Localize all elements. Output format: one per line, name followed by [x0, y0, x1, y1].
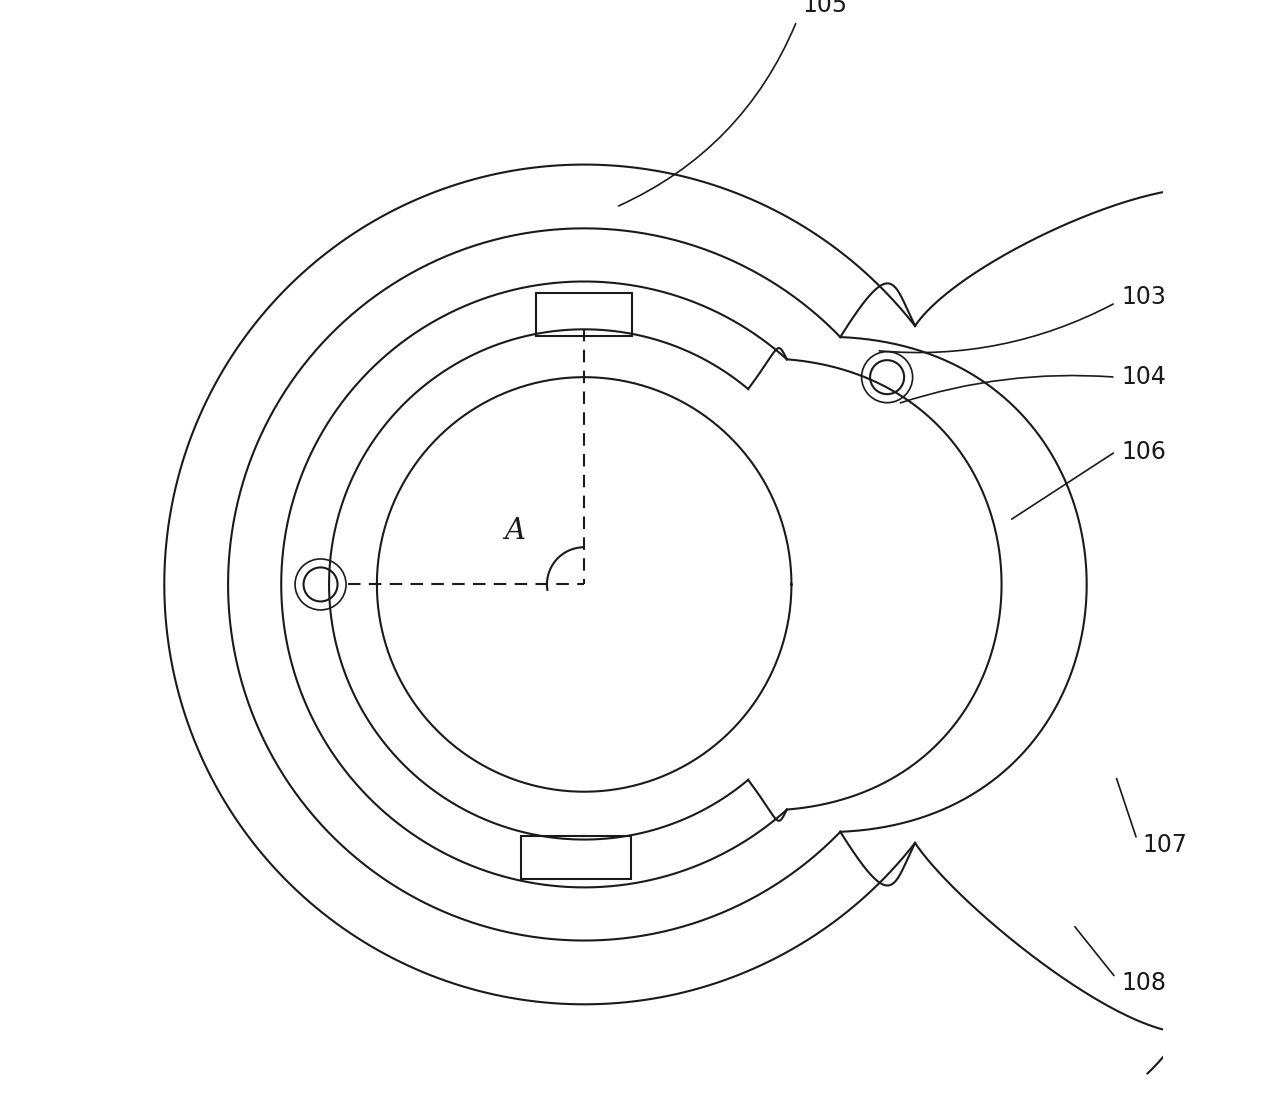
Bar	[536, 294, 632, 336]
Text: 105: 105	[803, 0, 847, 17]
Text: A: A	[504, 517, 526, 545]
Text: 103: 103	[1121, 286, 1165, 309]
Text: 106: 106	[1121, 439, 1165, 464]
Text: 107: 107	[1143, 833, 1187, 857]
Text: 104: 104	[1121, 365, 1165, 389]
Text: 108: 108	[1121, 971, 1165, 995]
Bar	[522, 836, 632, 878]
